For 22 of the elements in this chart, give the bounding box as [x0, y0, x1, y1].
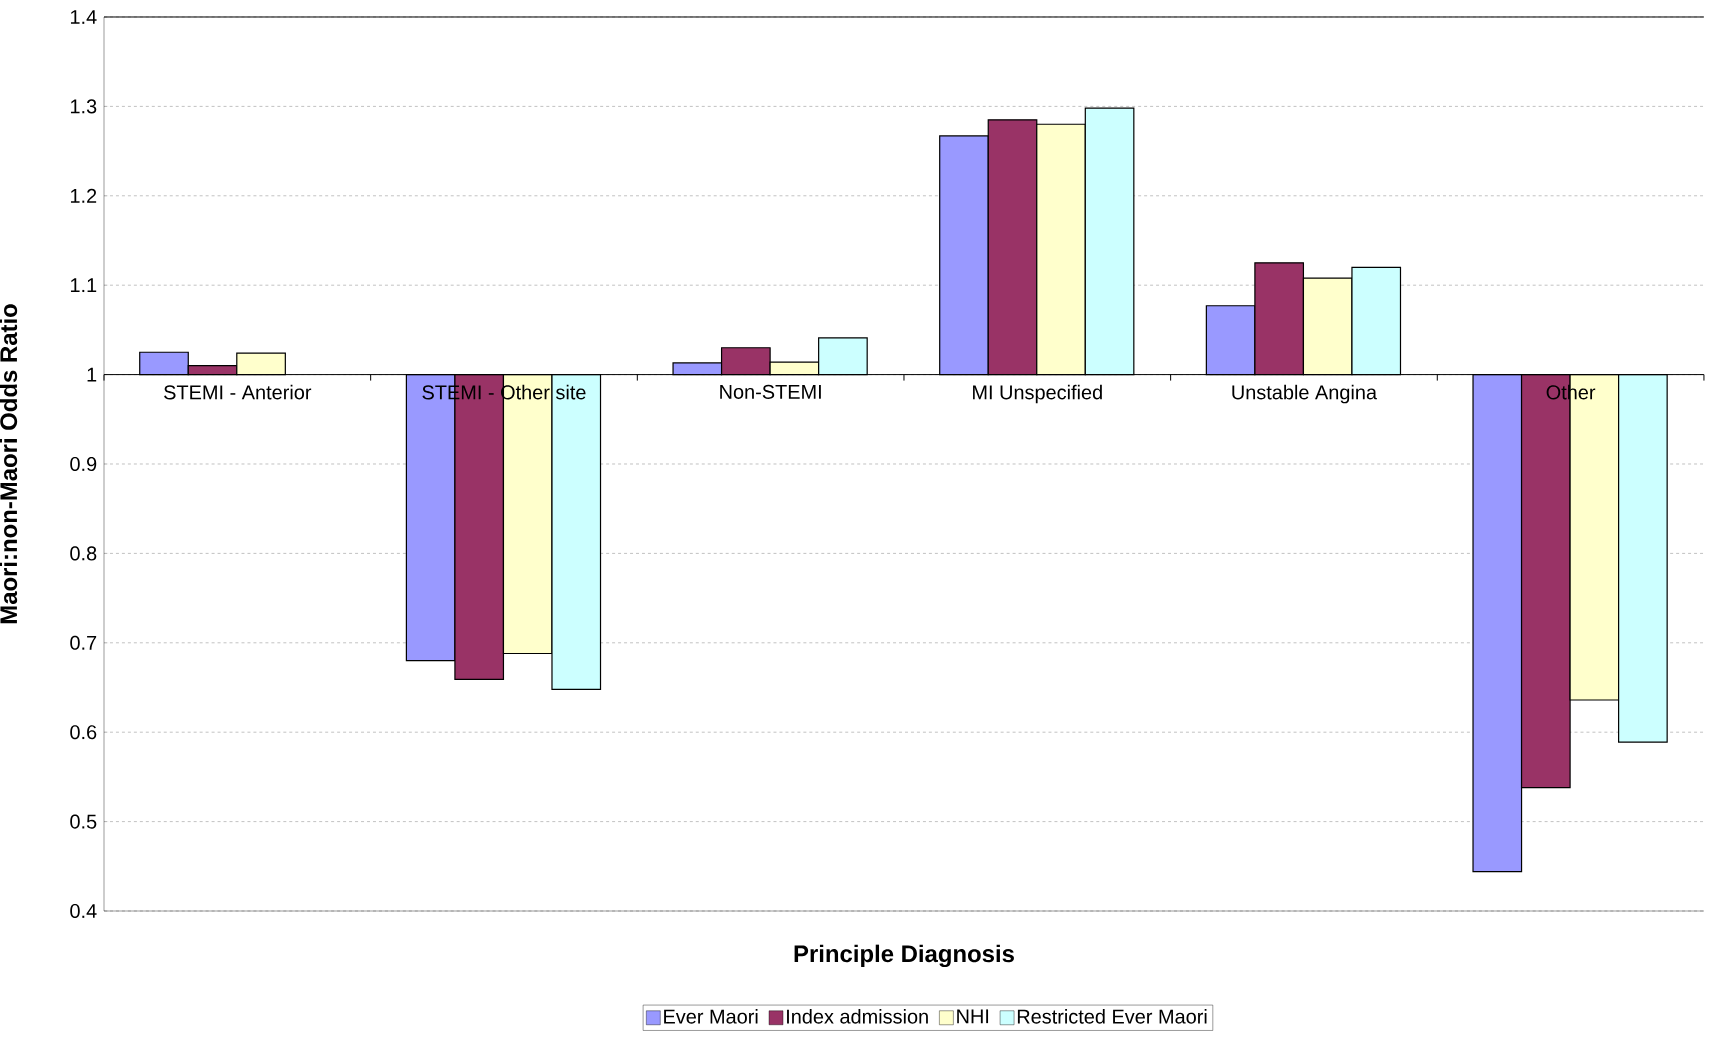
y-tick-label: 0.5 — [70, 814, 97, 829]
legend-label: NHI — [957, 1009, 989, 1024]
y-tick-label: 0.6 — [70, 725, 97, 740]
x-tick-label: Other — [1546, 384, 1596, 400]
y-tick-label: 0.4 — [70, 903, 97, 919]
y-tick-label: 0.7 — [70, 635, 97, 650]
y-axis-title: Maori:non-Maori Odds Ratio — [0, 304, 18, 624]
y-tick-label: 1.2 — [70, 188, 97, 203]
y-tick-label: 1.1 — [70, 278, 97, 293]
x-tick-label: STEMI - Anterior — [164, 384, 312, 400]
y-tick-label: 1 — [87, 367, 97, 382]
legend-label: Index admission — [787, 1009, 928, 1024]
x-axis-title: Principle Diagnosis — [794, 944, 1014, 968]
x-tick-label: Non-STEMI — [720, 384, 821, 399]
y-tick-label: 1.3 — [70, 99, 97, 114]
y-tick-label: 1.4 — [70, 10, 97, 24]
x-tick-label: Unstable Angina — [1232, 384, 1378, 404]
y-tick-label: 0.8 — [70, 546, 97, 561]
x-tick-label: MI Unspecified — [973, 384, 1102, 404]
legend-label: Ever Maori — [664, 1009, 758, 1024]
y-tick-label: 0.9 — [70, 456, 97, 472]
legend-label: Restricted Ever Maori — [1017, 1009, 1207, 1024]
